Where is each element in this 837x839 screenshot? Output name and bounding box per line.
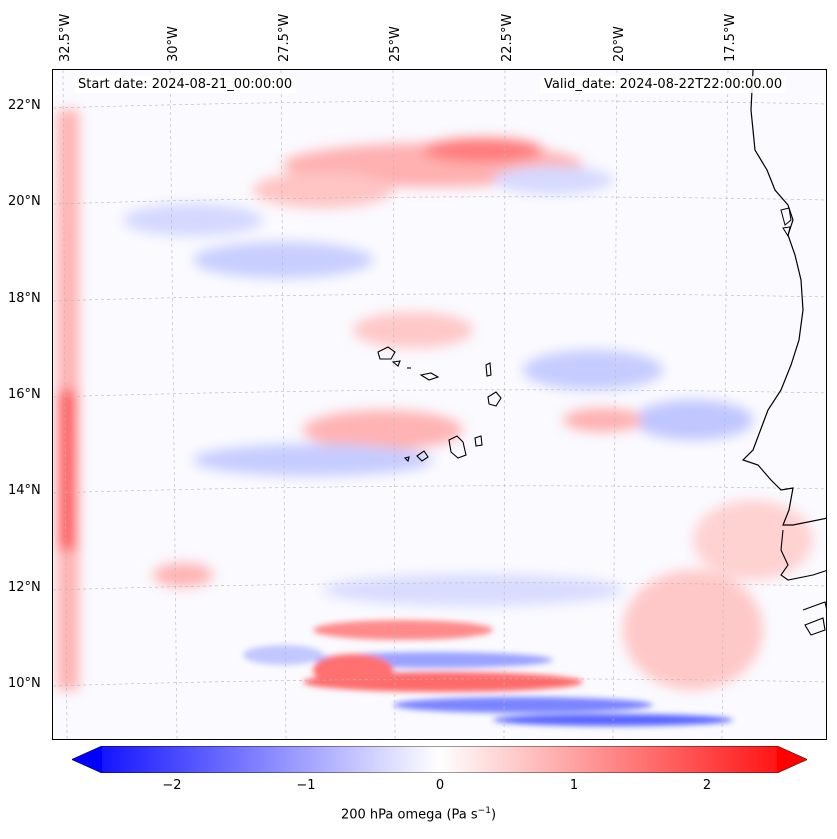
africa-coastline bbox=[741, 70, 826, 526]
omega-map-panel bbox=[52, 69, 827, 740]
south-negative-band bbox=[323, 574, 623, 606]
southeast-positive bbox=[623, 570, 763, 690]
wave-positive-1 bbox=[313, 620, 493, 640]
wave-positive-3 bbox=[313, 654, 393, 686]
east-positive bbox=[563, 408, 643, 432]
colorbar-label-exponent: −1 bbox=[477, 806, 491, 816]
island-boa-vista bbox=[487, 391, 502, 407]
valid-date-label: Valid_date: 2024-08-22T22:00:00.00 bbox=[540, 76, 787, 93]
lat-label-22n: 22°N bbox=[8, 98, 41, 113]
omega-field-shading bbox=[57, 110, 813, 690]
island-maio bbox=[474, 435, 483, 447]
colorbar-tick-minus-2: −2 bbox=[162, 778, 182, 793]
southern-wave-train bbox=[243, 620, 733, 726]
colorbar-label: 200 hPa omega (Pa s−1) bbox=[0, 806, 837, 822]
colorbar-upper-extension bbox=[777, 746, 807, 773]
east-negative bbox=[633, 400, 753, 440]
graticule bbox=[53, 70, 826, 739]
island-brava bbox=[403, 456, 410, 463]
southwest-positive bbox=[153, 563, 213, 587]
islands-negative-band bbox=[193, 444, 433, 476]
meridian-32-5w bbox=[62, 70, 68, 739]
parallel-20n bbox=[53, 196, 826, 205]
colorbar-tick-minus-1: −1 bbox=[296, 778, 316, 793]
lat-label-10n: 10°N bbox=[8, 676, 41, 691]
lat-label-14n: 14°N bbox=[8, 483, 41, 498]
island-fogo bbox=[416, 450, 429, 462]
start-date-label: Start date: 2024-08-21_00:00:00 bbox=[74, 76, 297, 93]
colorbar-lower-extension bbox=[72, 746, 102, 773]
colorbar-tick-2: 2 bbox=[702, 778, 712, 793]
wave-negative-4 bbox=[243, 645, 323, 665]
lon-label-20w: 20°W bbox=[612, 26, 627, 62]
cape-verdean-coast-fragments bbox=[780, 529, 826, 636]
cape-verde-islands bbox=[377, 346, 502, 463]
lat-label-18n: 18°N bbox=[8, 291, 41, 306]
north-central-positive bbox=[253, 172, 393, 208]
colorbar-tick-0: 0 bbox=[435, 778, 445, 793]
lon-label-30w: 30°W bbox=[166, 26, 181, 62]
island-santiago bbox=[448, 435, 467, 459]
lon-label-25w: 25°W bbox=[388, 26, 403, 62]
island-santo-antao bbox=[377, 346, 396, 360]
meridian-27-5w bbox=[280, 70, 287, 739]
parallel-16n bbox=[53, 389, 826, 398]
parallel-10n bbox=[53, 678, 826, 687]
parallel-14n bbox=[53, 485, 826, 494]
omega-field-map bbox=[53, 70, 826, 739]
northwest-negative bbox=[123, 204, 263, 236]
lon-label-32-5w: 32.5°W bbox=[58, 13, 73, 62]
western-edge-strong-band bbox=[59, 390, 75, 550]
central-negative-streak bbox=[193, 242, 373, 278]
coastal-islet bbox=[780, 207, 792, 238]
lon-label-17-5w: 17.5°W bbox=[723, 13, 738, 62]
northeast-negative bbox=[493, 166, 613, 194]
colorbar-label-close: ) bbox=[490, 807, 497, 823]
lat-label-20n: 20°N bbox=[8, 194, 41, 209]
wave-negative-2 bbox=[393, 697, 653, 713]
meridian-20w bbox=[612, 70, 618, 739]
island-sao-nicolau bbox=[419, 372, 440, 381]
coastal-positive bbox=[693, 500, 813, 580]
meridian-25w bbox=[392, 70, 396, 739]
colorbar-label-text: 200 hPa omega (Pa s bbox=[340, 807, 478, 823]
lon-label-22-5w: 22.5°W bbox=[500, 13, 515, 62]
omega-colorbar bbox=[72, 746, 807, 773]
island-sao-vicente bbox=[391, 360, 401, 367]
meridian-30w bbox=[169, 70, 178, 739]
parallel-12n bbox=[53, 582, 826, 591]
meridian-17-5w bbox=[721, 70, 729, 739]
island-sal bbox=[485, 362, 492, 377]
parallel-22n bbox=[53, 100, 826, 109]
lat-label-16n: 16°N bbox=[8, 387, 41, 402]
central-negative-2 bbox=[523, 350, 663, 390]
colorbar-tick-1: 1 bbox=[569, 778, 579, 793]
central-positive-1 bbox=[353, 312, 473, 348]
meridian-22-5w bbox=[503, 70, 506, 739]
lon-label-27-5w: 27.5°W bbox=[277, 13, 292, 62]
islands-positive bbox=[303, 410, 463, 450]
lat-label-12n: 12°N bbox=[8, 580, 41, 595]
parallel-18n bbox=[53, 293, 826, 302]
northern-positive-core bbox=[423, 138, 543, 162]
colorbar-gradient bbox=[72, 746, 807, 773]
